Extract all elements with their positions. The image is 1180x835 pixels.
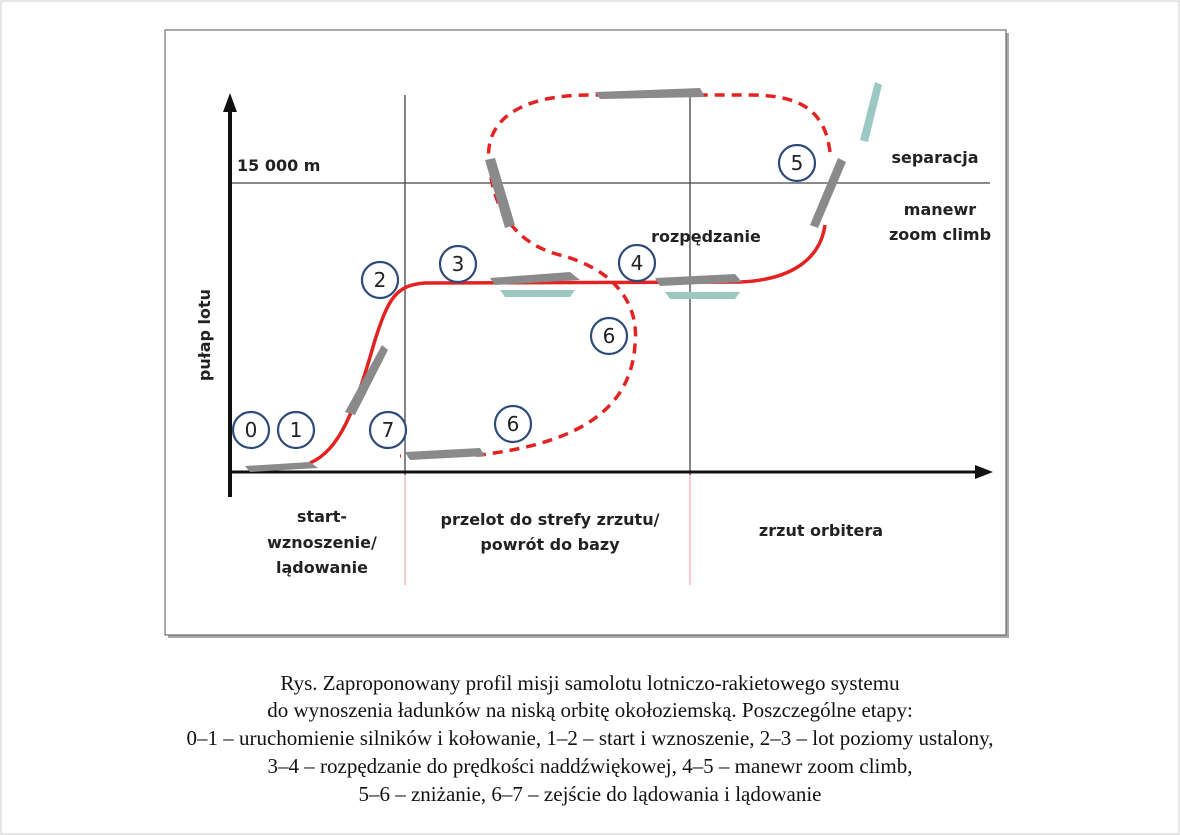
flight-path xyxy=(309,93,832,465)
path-solid xyxy=(309,224,827,465)
caption-line: 5–6 – zniżanie, 6–7 – zejście do lądowan… xyxy=(358,782,821,806)
marker-label: 4 xyxy=(631,251,644,275)
annotation: rozpędzanie xyxy=(651,227,761,246)
marker-circle xyxy=(617,243,657,283)
phase-label: start- xyxy=(297,507,347,526)
phase-label: wznoszenie/ xyxy=(267,533,377,552)
phase-label: lądowanie xyxy=(276,558,368,577)
plane-icon xyxy=(405,448,485,460)
marker-label: 2 xyxy=(374,268,387,292)
caption-line: 3–4 – rozpędzanie do prędkości naddźwięk… xyxy=(268,754,913,778)
y-axis-label: pułap lotu xyxy=(195,289,214,381)
marker-label: 5 xyxy=(791,151,804,175)
orbiter-icon xyxy=(500,290,575,297)
plane-icon xyxy=(485,158,515,228)
marker-circle xyxy=(438,244,478,284)
plane-icon xyxy=(810,158,846,228)
aircraft xyxy=(245,82,882,472)
y-arrow xyxy=(223,93,237,112)
marker-circle xyxy=(368,410,408,450)
phase-label: powrót do bazy xyxy=(480,535,620,554)
x-arrow xyxy=(975,465,993,479)
marker-label: 0 xyxy=(245,418,258,442)
marker-label: 1 xyxy=(290,418,303,442)
marker-circle xyxy=(589,316,629,356)
caption-line: do wynoszenia ładunków na niską orbitę o… xyxy=(267,698,913,722)
axes xyxy=(223,93,993,497)
annotation: separacja xyxy=(891,148,978,167)
caption-line: 0–1 – uruchomienie silników i kołowanie,… xyxy=(186,726,993,750)
orbiter-icon xyxy=(665,292,740,299)
marker-circle xyxy=(276,410,316,450)
marker-label: 3 xyxy=(452,252,465,276)
guides xyxy=(230,95,990,585)
marker-label: 6 xyxy=(507,412,520,436)
path-dashed xyxy=(399,93,832,458)
plane-icon xyxy=(245,462,318,472)
marker-circle xyxy=(777,143,817,183)
plane-icon xyxy=(595,88,705,99)
marker-circle xyxy=(493,404,533,444)
plane-icon xyxy=(345,345,388,415)
altitude-label: 15 000 m xyxy=(237,156,320,175)
orbiter-icon xyxy=(860,82,882,142)
plane-icon xyxy=(655,274,742,286)
annotation: zoom climb xyxy=(889,225,991,244)
plane-icon xyxy=(490,272,580,285)
caption: Rys. Zaproponowany profil misji samolotu… xyxy=(186,671,993,806)
markers: 0 1 2 3 4 5 6 6 7 xyxy=(231,143,817,450)
marker-label: 6 xyxy=(603,324,616,348)
caption-line: Rys. Zaproponowany profil misji samolotu… xyxy=(280,671,900,695)
phase-label: przelot do strefy zrzutu/ xyxy=(441,510,660,529)
marker-circle xyxy=(360,260,400,300)
annotation: manewr xyxy=(904,200,976,219)
phase-label: zrzut orbitera xyxy=(759,521,883,540)
marker-circle xyxy=(231,410,271,450)
marker-label: 7 xyxy=(382,418,395,442)
